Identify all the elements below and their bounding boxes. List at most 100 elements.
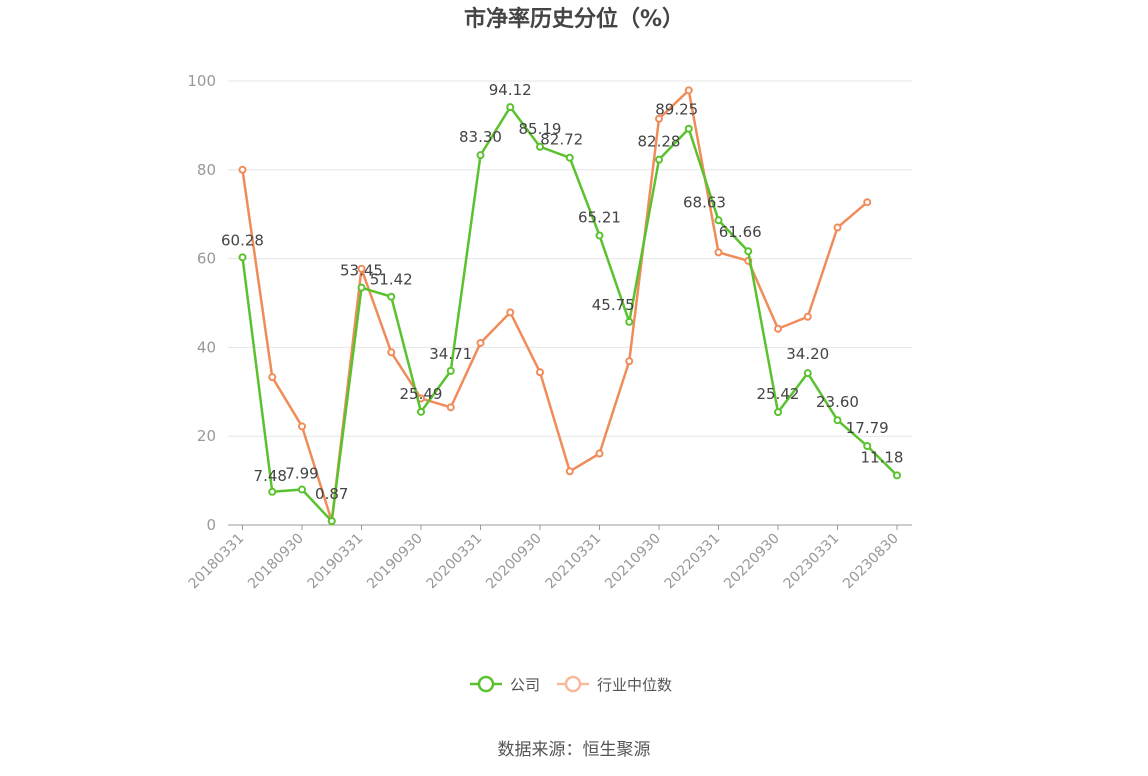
data-point-0[interactable] <box>833 416 842 425</box>
series-line-0 <box>241 105 898 523</box>
data-point-0[interactable] <box>476 151 485 160</box>
data-label: 23.60 <box>816 393 859 411</box>
data-point-0[interactable] <box>595 231 604 240</box>
source-note: 数据来源：恒生聚源 <box>498 740 651 760</box>
data-label: 89.25 <box>655 101 698 119</box>
data-point-0[interactable] <box>744 247 753 256</box>
data-label: 51.42 <box>370 271 413 289</box>
legend-swatch-marker <box>564 675 582 693</box>
data-point-0[interactable] <box>536 142 544 151</box>
x-tick-label: 20210331 <box>543 531 605 593</box>
data-point-0[interactable] <box>268 487 277 496</box>
data-label: 25.42 <box>757 385 800 403</box>
y-tick-label: 40 <box>197 338 216 356</box>
y-axis: 0 20 40 60 80 100 <box>187 72 216 534</box>
chart-title: 市净率历史分位（%） <box>464 6 684 32</box>
x-tick-label: 20220331 <box>662 531 724 593</box>
data-label: 45.75 <box>592 296 635 314</box>
data-label: 94.12 <box>489 81 532 99</box>
data-point-1[interactable] <box>774 324 782 333</box>
data-label: 11.18 <box>861 448 904 466</box>
y-tick-label: 100 <box>187 72 216 90</box>
data-point-0[interactable] <box>655 155 663 164</box>
data-label: 17.79 <box>846 419 889 437</box>
data-label: 61.66 <box>719 223 762 241</box>
y-tick-label: 60 <box>197 250 216 268</box>
x-tick-label: 20200930 <box>483 531 545 593</box>
x-tick-label: 20180331 <box>186 531 248 593</box>
data-point-0[interactable] <box>357 283 366 292</box>
legend-swatch-marker <box>477 675 495 693</box>
x-tick-label: 20230331 <box>781 531 843 593</box>
data-label: 68.63 <box>683 193 726 211</box>
x-tick-label: 20190930 <box>364 531 426 593</box>
data-label: 85.19 <box>519 120 562 138</box>
data-point-0[interactable] <box>417 407 425 416</box>
data-label: 65.21 <box>578 208 621 226</box>
data-point-0[interactable] <box>803 369 812 378</box>
x-tick-label: 20220930 <box>721 531 783 593</box>
legend-label: 公司 <box>510 676 540 694</box>
data-point-0[interactable] <box>893 471 901 480</box>
data-point-1[interactable] <box>268 373 277 382</box>
data-point-0[interactable] <box>714 216 723 225</box>
x-tick-label: 20190331 <box>305 531 367 593</box>
data-point-1[interactable] <box>357 264 366 273</box>
data-point-1[interactable] <box>238 165 247 174</box>
data-point-0[interactable] <box>327 517 336 526</box>
data-point-0[interactable] <box>625 317 634 326</box>
data-point-0[interactable] <box>387 292 396 301</box>
data-label: 25.49 <box>400 385 443 403</box>
data-label: 7.99 <box>285 465 318 483</box>
data-label: 34.20 <box>786 345 829 363</box>
legend-item-0[interactable]: 公司 <box>470 675 540 694</box>
data-point-1[interactable] <box>446 403 455 412</box>
data-point-1[interactable] <box>863 198 872 207</box>
data-point-0[interactable] <box>446 366 455 375</box>
x-tick-label: 20230830 <box>840 531 902 593</box>
x-tick-label: 20210930 <box>602 531 664 593</box>
data-point-1[interactable] <box>506 308 515 317</box>
data-point-0[interactable] <box>238 253 247 262</box>
data-label: 34.71 <box>429 345 472 363</box>
data-point-1[interactable] <box>387 348 396 357</box>
y-tick-label: 20 <box>197 427 216 445</box>
data-point-1[interactable] <box>565 467 574 476</box>
x-tick-label: 20200331 <box>424 531 486 593</box>
data-label: 53.45 <box>340 262 383 280</box>
series-layer <box>238 86 901 526</box>
data-point-1[interactable] <box>476 338 485 347</box>
x-tick-label: 20180930 <box>245 531 307 593</box>
data-point-0[interactable] <box>565 153 574 162</box>
data-point-1[interactable] <box>536 368 544 377</box>
data-label: 7.48 <box>254 467 287 485</box>
data-point-0[interactable] <box>506 103 515 112</box>
data-point-0[interactable] <box>298 485 306 494</box>
data-label: 82.72 <box>540 131 583 149</box>
y-tick-label: 80 <box>197 161 216 179</box>
y-tick-label: 0 <box>206 516 216 534</box>
data-point-1[interactable] <box>803 312 812 321</box>
legend[interactable]: 公司 行业中位数 <box>470 675 672 694</box>
legend-label: 行业中位数 <box>597 676 672 694</box>
data-point-1[interactable] <box>595 449 604 458</box>
data-point-1[interactable] <box>684 86 693 95</box>
x-axis: 2018033120180930201903312019093020200331… <box>186 524 912 593</box>
data-point-0[interactable] <box>774 408 782 417</box>
data-label: 0.87 <box>315 485 348 503</box>
data-point-0[interactable] <box>684 124 693 133</box>
data-label: 82.28 <box>638 133 681 151</box>
series-line-1 <box>241 89 869 523</box>
data-point-1[interactable] <box>298 422 306 431</box>
data-label: 83.30 <box>459 128 502 146</box>
data-label: 60.28 <box>221 231 264 249</box>
data-point-1[interactable] <box>655 114 663 123</box>
data-point-1[interactable] <box>625 357 634 366</box>
data-point-1[interactable] <box>714 248 723 257</box>
legend-item-1[interactable]: 行业中位数 <box>557 675 672 694</box>
grid-lines <box>228 80 912 437</box>
data-point-0[interactable] <box>863 442 872 451</box>
data-point-1[interactable] <box>833 223 842 232</box>
